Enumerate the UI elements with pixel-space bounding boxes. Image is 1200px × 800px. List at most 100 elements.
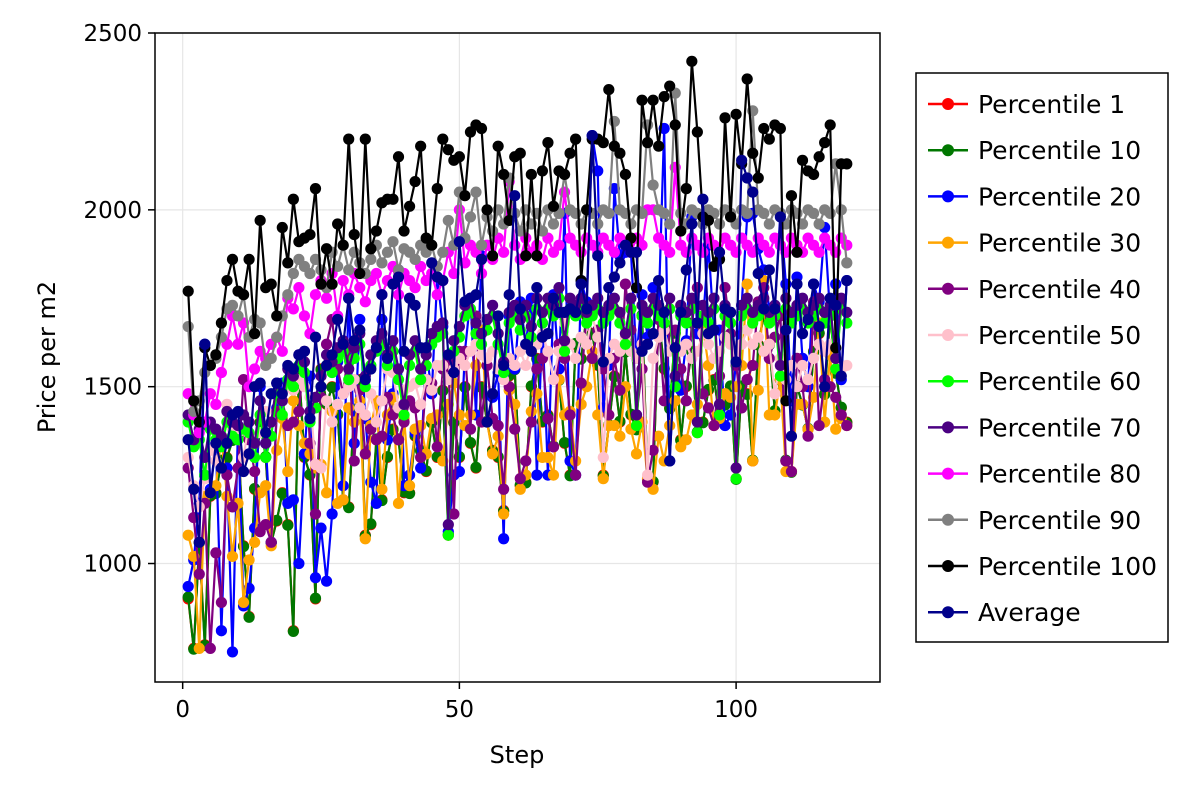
data-point [193,568,205,580]
data-point [309,331,322,343]
data-point [243,611,255,623]
data-point [514,147,526,159]
data-point [841,239,853,251]
data-point [614,384,626,396]
legend-item: Percentile 40 [928,275,1141,304]
data-point [376,483,388,495]
data-point [641,306,654,319]
data-point [332,398,344,410]
data-point [841,306,853,319]
data-point [293,557,305,570]
data-point [691,317,703,329]
data-point [752,172,764,184]
data-point [426,257,438,269]
data-point [392,289,405,301]
data-point [763,246,775,258]
data-point [542,137,554,149]
data-point [415,374,427,386]
data-point [536,317,549,329]
data-point [232,338,244,350]
data-point [470,317,482,329]
x-tick-label: 50 [445,697,474,723]
data-point [193,642,205,655]
data-point [730,108,742,120]
data-point [249,465,261,478]
data-point [525,416,537,428]
data-point [514,303,526,315]
data-point [282,465,294,478]
data-point [315,522,327,534]
data-point [359,409,371,421]
data-point [713,409,726,421]
data-point [608,246,620,258]
data-point [370,342,382,354]
data-point [498,359,510,372]
data-point [547,292,560,304]
data-point [686,292,698,304]
data-point [669,381,681,393]
data-point [741,278,753,290]
data-point [741,73,753,85]
data-point [664,292,676,304]
data-point [813,218,825,230]
data-point [619,278,632,290]
data-point [802,430,814,442]
data-point [188,483,200,495]
data-point [260,519,272,531]
data-point [453,465,465,478]
data-point [475,328,488,340]
y-tick-label: 1000 [83,552,142,578]
data-point [614,257,626,269]
data-point [796,328,809,340]
data-point [608,292,620,304]
data-point [785,465,798,478]
data-point [691,282,703,294]
data-point [730,473,742,485]
data-point [204,642,216,655]
data-point [713,246,726,258]
data-point [758,122,770,135]
data-point [182,285,194,297]
y-tick-label: 2000 [83,198,142,224]
data-point [365,518,377,530]
data-point [332,313,344,326]
data-point [603,282,615,294]
data-point [564,409,576,421]
data-point [475,239,488,251]
data-point [647,328,659,340]
data-point [830,352,842,364]
data-point [747,455,759,467]
data-point [841,359,853,372]
data-point [276,221,288,234]
data-point [204,487,216,499]
data-point [531,363,543,375]
data-point [420,342,432,354]
data-point [387,335,399,347]
data-point [774,359,786,372]
data-point [249,363,261,375]
data-point [741,207,753,219]
data-point [210,547,222,559]
data-point [243,253,255,265]
data-point [608,115,620,128]
data-point [232,405,244,418]
data-point [641,317,654,329]
data-point [309,572,322,584]
data-point [553,282,565,294]
legend-label: Percentile 80 [978,460,1141,489]
data-point [492,419,504,432]
data-point [315,381,327,393]
data-point [486,299,499,311]
data-point [702,402,715,414]
data-point [785,190,798,202]
legend-swatch-marker [942,190,954,203]
data-point [802,313,814,326]
data-point [713,398,726,410]
data-point [437,274,449,287]
data-point [481,416,493,428]
data-point [348,455,360,467]
data-point [824,119,836,131]
data-point [464,211,477,223]
series-layer [182,55,853,658]
data-point [409,282,421,294]
